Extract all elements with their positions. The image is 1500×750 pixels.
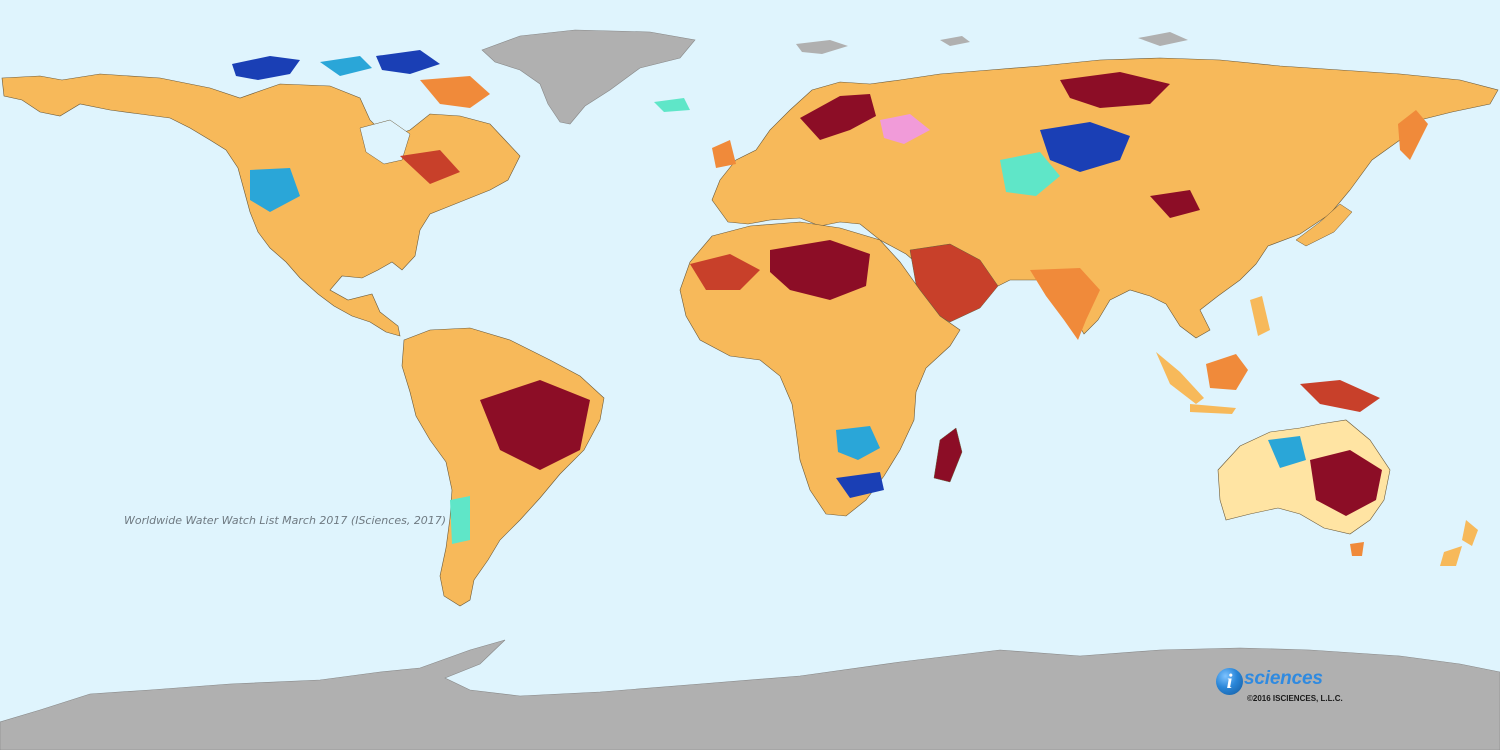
new-guinea: [1300, 380, 1380, 412]
sumatra: [1156, 352, 1204, 404]
logo-badge-icon: i: [1216, 668, 1243, 695]
chile-surplus: [450, 496, 470, 544]
philippines: [1250, 296, 1270, 336]
hudson-bay: [359, 119, 411, 165]
antarctica-landmass: [0, 639, 1500, 750]
iceland: [654, 98, 690, 112]
australia-deficit: [1310, 450, 1382, 516]
tasmania: [1350, 542, 1364, 556]
sahara-deficit-2: [690, 254, 760, 290]
russia-pink: [880, 114, 930, 144]
north-america-surplus: [250, 168, 300, 212]
new-zealand-south: [1440, 546, 1462, 566]
greenland-landmass: [481, 29, 696, 125]
canadian-arctic-islands: [232, 56, 300, 80]
brazil-deficit: [480, 380, 590, 470]
mongolia-deficit: [1150, 190, 1200, 218]
sahara-deficit: [770, 240, 870, 300]
canadian-arctic-islands-2: [320, 56, 372, 76]
baffin-island: [420, 76, 490, 108]
svalbard-landmass: [796, 40, 848, 54]
kamchatka: [1398, 110, 1428, 160]
logo-copyright: ©2016 ISCIENCES, L.L.C.: [1247, 694, 1343, 703]
central-asia-surplus: [1040, 122, 1130, 172]
southern-africa-surplus-2: [836, 472, 884, 498]
map-caption: Worldwide Water Watch List March 2017 (I…: [124, 514, 447, 527]
canadian-arctic-islands-3: [376, 50, 440, 74]
british-isles: [712, 140, 736, 168]
scandinavia-deficit: [800, 94, 876, 140]
java: [1190, 404, 1236, 414]
logo-wordmark: sciences: [1244, 668, 1323, 689]
new-zealand-north: [1462, 520, 1478, 546]
north-america-deficit: [400, 150, 460, 184]
india-landmass: [1030, 268, 1100, 340]
franz-josef-landmass: [940, 36, 970, 46]
borneo: [1206, 354, 1248, 390]
madagascar: [933, 427, 963, 483]
siberia-deficit: [1060, 72, 1170, 108]
southern-africa-surplus: [836, 426, 880, 460]
severnaya-landmass: [1138, 32, 1188, 46]
central-asia-surplus-2: [1000, 152, 1060, 196]
japan-landmass: [1295, 203, 1353, 247]
australia-surplus: [1268, 436, 1306, 468]
isciences-logo: i sciences ©2016 ISCIENCES, L.L.C.: [1216, 666, 1356, 706]
